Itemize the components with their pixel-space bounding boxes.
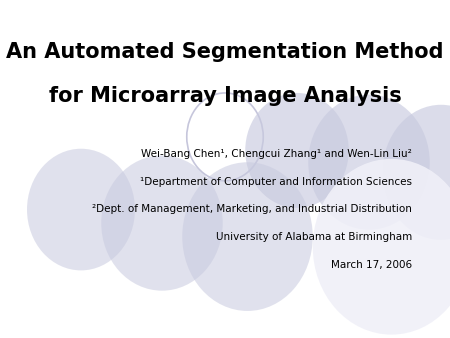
Ellipse shape [182, 162, 313, 311]
Ellipse shape [27, 149, 135, 270]
Ellipse shape [101, 155, 223, 291]
Text: An Automated Segmentation Method: An Automated Segmentation Method [6, 42, 444, 63]
Text: Wei-Bang Chen¹, Chengcui Zhang¹ and Wen-Lin Liu²: Wei-Bang Chen¹, Chengcui Zhang¹ and Wen-… [141, 149, 412, 159]
Text: for Microarray Image Analysis: for Microarray Image Analysis [49, 86, 401, 106]
Ellipse shape [308, 95, 430, 230]
Ellipse shape [382, 105, 450, 240]
Ellipse shape [313, 159, 450, 335]
Ellipse shape [187, 93, 263, 181]
Text: March 17, 2006: March 17, 2006 [331, 260, 412, 270]
Text: ²Dept. of Management, Marketing, and Industrial Distribution: ²Dept. of Management, Marketing, and Ind… [92, 204, 412, 214]
Ellipse shape [245, 93, 349, 208]
Text: University of Alabama at Birmingham: University of Alabama at Birmingham [216, 232, 412, 242]
Text: ¹Department of Computer and Information Sciences: ¹Department of Computer and Information … [140, 176, 412, 187]
